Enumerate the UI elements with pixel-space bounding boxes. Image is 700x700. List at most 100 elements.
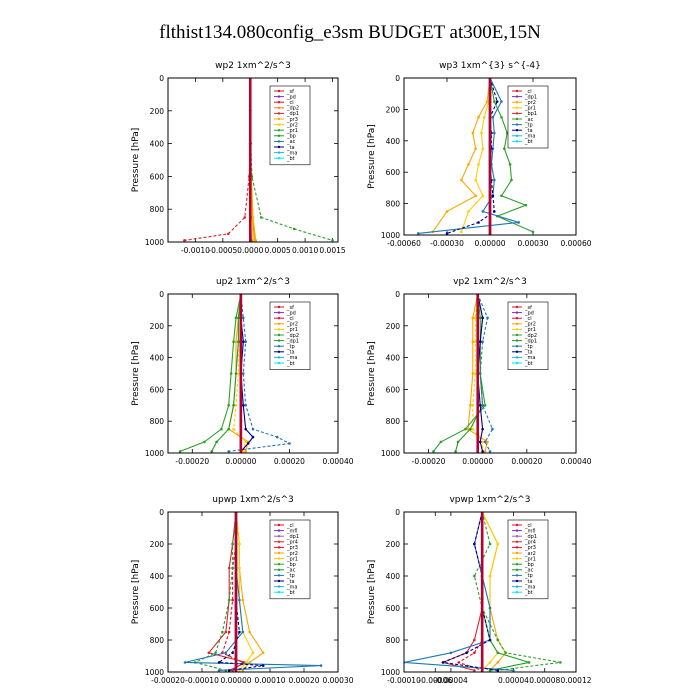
y-tick-label: 800 <box>150 417 165 426</box>
series-line-dp1 <box>211 294 242 452</box>
legend-label: _ta <box>286 579 295 585</box>
data-point <box>261 651 265 655</box>
data-point <box>473 316 477 320</box>
x-tick-label: 0.00040 <box>560 457 591 466</box>
y-tick-label: 600 <box>386 385 401 394</box>
data-point <box>481 194 485 198</box>
data-point <box>238 542 241 546</box>
data-point <box>493 210 496 213</box>
legend-marker <box>515 106 519 110</box>
data-point <box>469 404 472 407</box>
data-point <box>214 651 217 655</box>
data-point <box>231 598 234 602</box>
data-point <box>220 427 223 431</box>
legend-label: _pr4 <box>286 540 298 546</box>
legend-box <box>269 85 311 166</box>
data-point <box>227 427 231 431</box>
legend-label: _pr1 <box>286 556 298 562</box>
data-point <box>251 427 255 431</box>
x-tick-label: 0.00040 <box>322 457 353 466</box>
legend-marker <box>515 322 519 325</box>
legend: _sf_pd_cl_pr2_pr1_dp2_dp1_tp_ta_ma_bt <box>507 301 549 370</box>
legend-label: _dp1 <box>524 338 537 344</box>
data-point <box>203 440 206 444</box>
legend-label: _pr3 <box>286 117 298 123</box>
data-point <box>215 440 218 444</box>
data-point <box>471 404 475 407</box>
x-tick-label: 0.00000 <box>474 239 505 248</box>
legend-label: _bt <box>524 590 533 596</box>
legend-marker <box>277 129 281 132</box>
data-point <box>460 230 463 234</box>
data-point <box>248 630 251 634</box>
legend-label: _ac <box>524 568 534 574</box>
legend-marker <box>277 563 281 566</box>
data-point <box>488 450 492 453</box>
y-tick-label: 0 <box>159 290 164 299</box>
data-point <box>237 340 240 344</box>
x-tick-label: -0.00020 <box>412 457 446 466</box>
legend-marker <box>277 134 281 137</box>
legend-marker <box>277 95 281 98</box>
legend-label: _ma <box>286 355 297 361</box>
data-point <box>473 340 477 344</box>
y-axis-label: Pressure [hPa] <box>367 341 377 406</box>
panel-title: upwp 1xm^2/s^3 <box>212 495 293 505</box>
legend-label: _tp <box>286 573 295 579</box>
y-tick-label: 1000 <box>145 668 164 677</box>
legend-marker <box>277 322 281 325</box>
legend-marker <box>515 305 519 309</box>
y-tick-label: 600 <box>150 172 165 181</box>
data-point <box>483 404 487 407</box>
data-point <box>227 450 231 453</box>
data-point <box>456 440 460 444</box>
legend-label: _dp2 <box>286 333 299 339</box>
plot-frame <box>403 77 577 236</box>
legend-label: _dp2 <box>524 333 537 339</box>
series-group <box>183 512 323 672</box>
data-point <box>474 147 477 150</box>
panel-title: wp3 1xm^{3} s^{-4} <box>439 61 541 71</box>
data-point <box>481 440 484 444</box>
y-axis-label: Pressure [hPa] <box>367 124 377 189</box>
legend-marker <box>277 356 281 359</box>
chart-panel-6: vpwp 1xm^2/s^3 Pressure [hPa] 0 200 400 600 80… <box>367 495 592 685</box>
data-point <box>224 630 228 634</box>
data-point <box>471 372 475 375</box>
legend-marker <box>515 523 519 527</box>
y-tick-label: 400 <box>150 354 165 363</box>
data-point <box>473 638 476 642</box>
legend-marker <box>277 145 281 149</box>
data-point <box>227 598 231 602</box>
y-tick-label: 800 <box>386 636 401 645</box>
legend-label: _bt <box>286 156 295 162</box>
data-point <box>493 100 496 103</box>
legend-marker <box>277 106 281 110</box>
data-point <box>467 163 470 166</box>
legend-label: _pr3 <box>286 545 298 551</box>
legend-marker <box>515 551 519 555</box>
data-point <box>486 316 489 320</box>
legend-marker <box>277 546 281 549</box>
legend: _cl_dp1_pr2_pr1_bp1_ac_tp_ta_ma_bt <box>507 85 549 149</box>
y-tick-label: 600 <box>150 604 165 613</box>
legend-marker <box>277 311 281 314</box>
legend-marker <box>515 591 519 594</box>
y-axis-label: Pressure [hPa] <box>131 128 141 193</box>
legend-label: _pd <box>286 310 296 316</box>
data-point <box>232 404 235 407</box>
data-point <box>531 230 535 234</box>
data-point <box>229 372 233 375</box>
legend-marker <box>277 157 281 160</box>
y-tick-label: 400 <box>386 137 401 146</box>
legend-label: _ac <box>286 139 296 145</box>
data-point <box>244 427 248 431</box>
data-point <box>231 542 234 546</box>
y-tick-label: 1000 <box>381 449 400 458</box>
chart-panels: wp2 1xm^2/s^3 Pressure [hPa] 0 200 400 600 800… <box>131 61 592 685</box>
series-line-pr1 <box>460 78 491 233</box>
legend-marker <box>277 574 281 577</box>
data-point <box>488 574 492 578</box>
legend-label: _pd <box>286 94 296 100</box>
legend-marker <box>515 574 519 577</box>
